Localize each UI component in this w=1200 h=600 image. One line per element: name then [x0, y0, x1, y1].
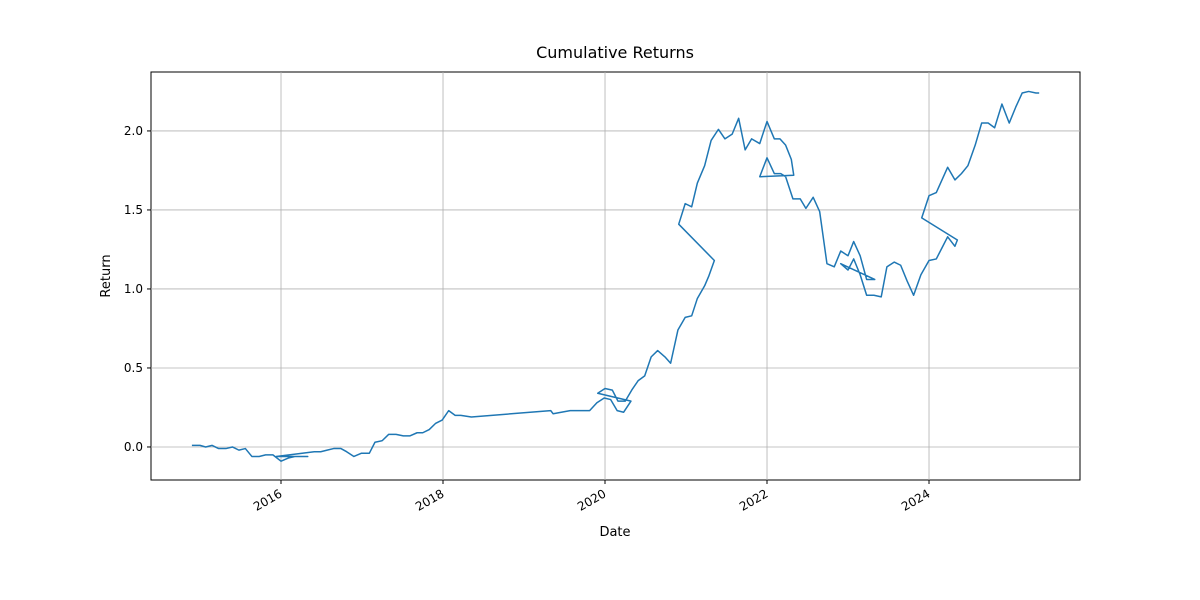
plot-frame	[150, 71, 1081, 481]
data-line	[191, 90, 1040, 462]
x-tick-label: 2022	[737, 486, 770, 513]
y-tick-label: 0.5	[124, 361, 143, 375]
chart-title: Cumulative Returns	[536, 43, 694, 62]
y-tick-label: 1.0	[124, 282, 143, 296]
x-axis-label: Date	[599, 525, 630, 540]
y-tick-label: 1.5	[124, 203, 143, 217]
y-tick-label: 2.0	[124, 124, 143, 138]
x-tick-label: 2018	[413, 486, 446, 513]
x-tick-label: 2016	[251, 486, 284, 513]
x-tick-label: 2020	[575, 486, 608, 513]
y-tick-label: 0.0	[124, 440, 143, 454]
x-tick-label: 2024	[899, 486, 932, 513]
y-axis-label: Return	[99, 254, 114, 297]
